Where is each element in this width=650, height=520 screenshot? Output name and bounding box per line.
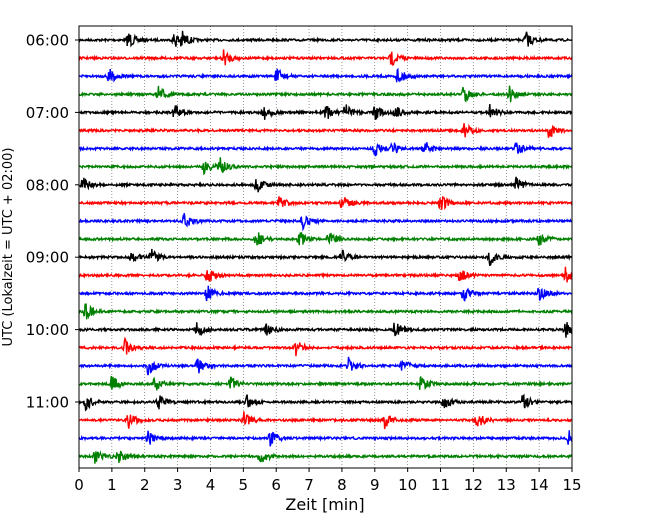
- trace-1000: [78, 322, 573, 338]
- trace-0730: [78, 141, 573, 157]
- x-tick-label-5: 5: [239, 476, 249, 494]
- trace-0630: [78, 67, 573, 83]
- trace-1115: [78, 411, 573, 430]
- trace-0830: [78, 213, 573, 232]
- trace-0930: [78, 285, 573, 302]
- y-tick-label-1100: 11:00: [26, 394, 69, 412]
- trace-1015: [78, 336, 573, 357]
- y-tick-label-0800: 08:00: [26, 176, 69, 194]
- y-tick-label-0700: 07:00: [26, 104, 69, 122]
- trace-0745: [78, 157, 573, 176]
- y-tick-label-0900: 09:00: [26, 249, 69, 267]
- trace-0900: [78, 248, 573, 266]
- trace-0700: [78, 103, 573, 120]
- y-tick-label-0600: 06:00: [26, 32, 69, 50]
- trace-0715: [78, 123, 573, 138]
- trace-1100: [78, 393, 573, 412]
- x-tick-label-12: 12: [464, 476, 483, 494]
- trace-1030: [78, 356, 573, 376]
- trace-0800: [78, 176, 573, 193]
- trace-0915: [78, 266, 573, 283]
- seismic-traces: [78, 30, 573, 464]
- x-axis-ticks: 0 1 2 3 4 5 6 7 8 9 10 11 12 13 14 15: [74, 468, 582, 494]
- x-axis-label: Zeit [min]: [285, 495, 364, 514]
- x-tick-label-8: 8: [337, 476, 347, 494]
- trace-1045: [79, 375, 573, 391]
- x-tick-label-11: 11: [431, 476, 450, 494]
- x-tick-label-0: 0: [74, 476, 84, 494]
- x-tick-label-13: 13: [497, 476, 516, 494]
- trace-1145: [78, 450, 573, 464]
- y-axis-ticks: 06:00 07:00 08:00 09:00 10:00 11:00: [26, 32, 79, 412]
- x-tick-label-7: 7: [304, 476, 314, 494]
- plot-frame: [78, 25, 573, 469]
- x-tick-label-3: 3: [173, 476, 183, 494]
- trace-0645: [78, 85, 573, 103]
- trace-0845: [78, 232, 573, 246]
- x-tick-label-9: 9: [370, 476, 380, 494]
- trace-1130: [78, 430, 573, 447]
- x-tick-label-14: 14: [530, 476, 549, 494]
- x-tick-label-10: 10: [398, 476, 417, 494]
- trace-0945: [78, 303, 573, 320]
- trace-0815: [78, 196, 573, 210]
- y-tick-label-1000: 10:00: [26, 321, 69, 339]
- y-axis-label: UTC (Lokalzeit = UTC + 02:00): [1, 148, 16, 347]
- x-tick-label-6: 6: [271, 476, 281, 494]
- trace-0600: [78, 30, 573, 48]
- x-tick-label-1: 1: [107, 476, 117, 494]
- x-tick-label-15: 15: [562, 476, 581, 494]
- x-tick-label-4: 4: [206, 476, 216, 494]
- trace-0615: [78, 49, 573, 67]
- x-tick-label-2: 2: [140, 476, 150, 494]
